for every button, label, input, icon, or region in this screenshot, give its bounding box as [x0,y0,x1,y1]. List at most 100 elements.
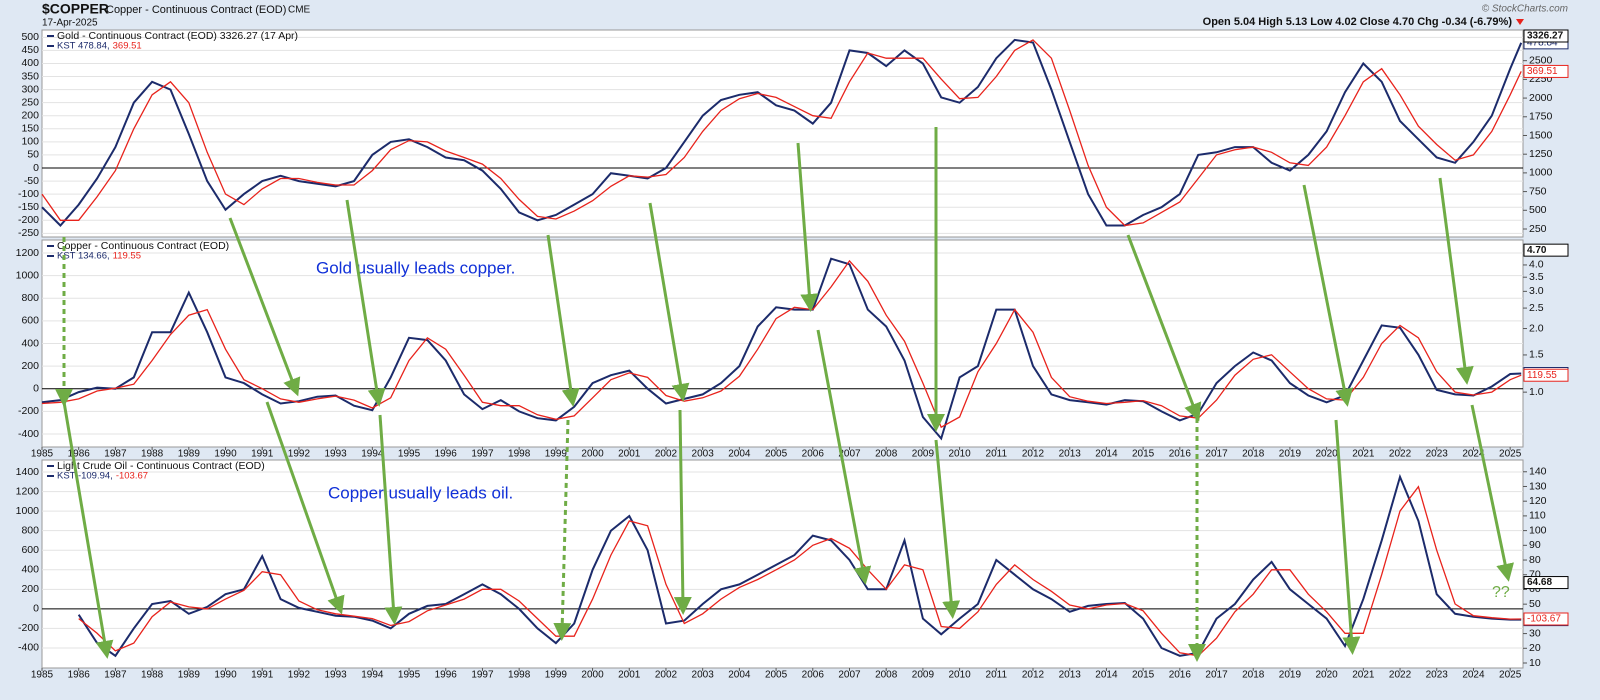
x-tick-label: 2015 [1132,449,1155,460]
value-label: -103.67 [1527,614,1561,625]
x-tick-label: 2010 [948,670,971,681]
x-tick-label: 1988 [141,449,164,460]
y2-tick-label: 90 [1529,539,1541,551]
x-tick-label: 2013 [1059,449,1082,460]
y-tick-label: 600 [21,544,39,556]
y-tick-label: 400 [21,57,39,69]
legend-entry: 119.55 [113,251,141,262]
x-tick-label: 2020 [1316,670,1339,681]
y2-tick-label: 1500 [1529,129,1553,141]
x-tick-label: 1994 [361,670,384,681]
x-tick-label: 1992 [288,670,311,681]
x-tick-label: 1992 [288,449,311,460]
x-tick-label: 2005 [765,670,788,681]
arrow [1334,419,1361,655]
x-tick-label: 2010 [948,449,971,460]
y-tick-label: -400 [18,428,39,440]
y2-tick-label: 1000 [1529,167,1553,179]
y2-tick-label: 60 [1529,583,1541,595]
y-tick-label: -50 [24,175,39,187]
x-tick-label: 1990 [214,670,237,681]
x-tick-label: 1988 [141,670,164,681]
panel: 500450400350300250200150100500-50-100-15… [18,29,1569,239]
y2-tick-label: 250 [1529,223,1547,235]
y-tick-label: 200 [21,110,39,122]
legend-entry: -103.67 [116,471,148,482]
x-tick-label: 2020 [1316,449,1339,460]
x-tick-label: 2006 [802,670,825,681]
price-label: 4.70 [1527,245,1547,256]
y2-tick-label: 1.0 [1529,386,1544,398]
arrow [265,401,345,615]
y-tick-label: 600 [21,315,39,327]
y2-tick-label: 80 [1529,554,1541,566]
y-tick-label: 150 [21,123,39,135]
x-tick-label: 2000 [581,670,604,681]
x-tick-label: 1989 [178,670,201,681]
y2-tick-label: 50 [1529,598,1541,610]
legend-title: Light Crude Oil - Continuous Contract (E… [57,460,265,472]
y2-tick-label: 10 [1529,657,1541,669]
y-tick-label: 200 [21,360,39,372]
x-tick-label: 1986 [68,670,91,681]
plot-area [41,459,1524,669]
arrows [55,127,1514,662]
y-tick-label: 300 [21,83,39,95]
y2-tick-label: 2500 [1529,54,1553,66]
legend-entry: KST 134.66, [57,251,110,262]
x-tick-label: 2022 [1389,670,1412,681]
price-box [1523,243,1569,257]
x-tick-label: 1998 [508,670,531,681]
x-tick-label: 2003 [692,670,715,681]
x-tick-label: 2017 [1205,670,1228,681]
y-tick-label: 0 [33,603,39,615]
x-tick-label: 2002 [655,670,678,681]
y-tick-label: 350 [21,70,39,82]
y2-tick-label: 140 [1529,466,1547,478]
x-tick-label: 2014 [1095,449,1118,460]
down-triangle [1516,19,1524,25]
y-tick-label: 1200 [16,485,40,497]
legend-entry: 369.51 [113,41,142,52]
x-tick-label: 2016 [1169,449,1192,460]
y2-tick-label: 20 [1529,642,1541,654]
y-tick-label: -250 [18,227,39,239]
price-label: 64.68 [1527,577,1552,588]
y-tick-label: -200 [18,622,39,634]
arrow [934,439,961,619]
x-tick-label: 2023 [1426,449,1449,460]
arrow [228,217,301,397]
x-tick-label: 1985 [31,670,54,681]
x-tick-label: 1993 [325,449,348,460]
y2-tick-label: 1250 [1529,148,1553,160]
annotation: Gold usually leads copper. [316,258,515,277]
x-tick-label: 2004 [728,449,751,460]
date: 17-Apr-2025 [42,18,98,29]
x-tick-label: 1986 [68,449,91,460]
arrow [1470,404,1514,582]
legend-entry: KST -109.94, [57,471,113,482]
kst-line [41,259,1522,429]
x-tick-label: 2006 [802,449,825,460]
y2-tick-label: 30 [1529,627,1541,639]
x-tick-label: 1991 [251,670,274,681]
x-tick-label: 2013 [1059,670,1082,681]
x-tick-label: 1995 [398,449,421,460]
y-tick-label: 400 [21,337,39,349]
y2-tick-label: 1.5 [1529,349,1544,361]
quote: Open 5.04 High 5.13 Low 4.02 Close 4.70 … [1203,16,1513,28]
x-tick-label: 2011 [986,449,1008,460]
x-tick-label: 2009 [912,670,935,681]
x-tick-label: 1989 [178,449,201,460]
x-tick-label: 2019 [1279,670,1302,681]
annotation: Copper usually leads oil. [328,483,513,502]
x-tick-label: 1993 [325,670,348,681]
x-tick-label: 2022 [1389,449,1412,460]
y-tick-label: 0 [33,383,39,395]
y-tick-label: 200 [21,583,39,595]
credit: © StockCharts.com [1482,4,1568,15]
arrow [378,414,403,625]
arrow [648,202,690,402]
y2-tick-label: 100 [1529,524,1547,536]
value-box [1523,368,1569,382]
